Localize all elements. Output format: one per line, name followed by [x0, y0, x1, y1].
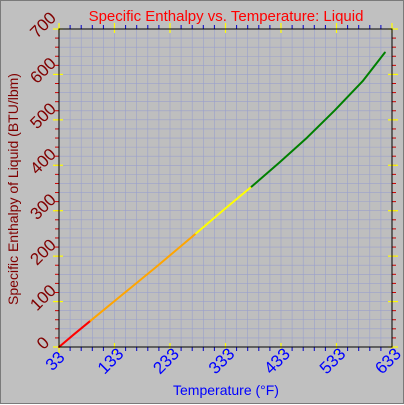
series-line-4 [250, 51, 386, 188]
y-tick-label: 700 [26, 8, 59, 41]
y-tick-label: 0 [33, 333, 53, 353]
y-tick-label: 200 [26, 236, 59, 269]
x-tick-label: 333 [205, 344, 238, 377]
y-tick-label: 500 [26, 99, 59, 132]
x-axis-label: Temperature (°F) [173, 382, 279, 398]
data-series [58, 51, 386, 348]
x-tick-label: 233 [149, 344, 182, 377]
series-line-2 [89, 232, 198, 322]
y-tick-label: 300 [26, 190, 59, 223]
series-line-1 [58, 319, 92, 348]
x-tick-label: 533 [316, 344, 349, 377]
x-tick-label: 633 [371, 344, 404, 377]
y-tick-label: 100 [26, 281, 59, 314]
grid-lines [58, 28, 393, 348]
chart-title: Specific Enthalpy vs. Temperature: Liqui… [89, 8, 364, 25]
y-tick-label: 600 [26, 54, 59, 87]
x-tick-label: 133 [94, 344, 127, 377]
x-tick-label: 433 [260, 344, 293, 377]
y-axis-label: Specific Enthalpy of Liquid (BTU/lbm) [5, 73, 21, 305]
series-line-3 [195, 185, 253, 235]
y-tick-label: 400 [26, 145, 59, 178]
plot-border [58, 28, 393, 348]
